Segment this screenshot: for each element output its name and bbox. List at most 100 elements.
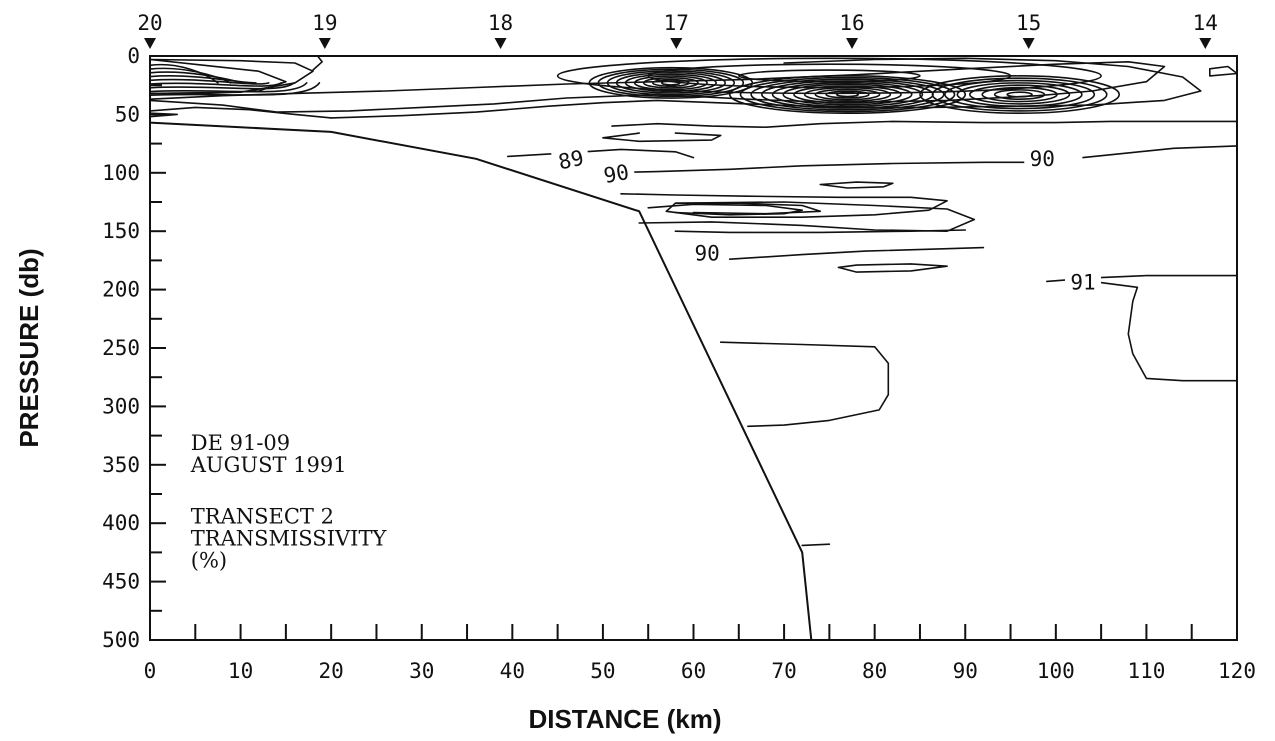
contour-line: [819, 181, 894, 189]
surface-contour-ring: [956, 82, 1083, 108]
y-tick-label: 350: [102, 453, 140, 477]
y-tick-label: 0: [127, 44, 140, 68]
contour-line: [638, 201, 976, 232]
x-tick-label: 40: [500, 659, 525, 683]
surface-contour-line: [611, 120, 1238, 128]
station-label: 17: [664, 11, 689, 35]
contour-line: [674, 229, 967, 234]
contour-line: [801, 543, 831, 547]
contour-label-90: 90: [694, 241, 719, 265]
y-tick-label: 500: [102, 628, 140, 652]
station-label: 16: [839, 11, 864, 35]
station-marker: [1022, 38, 1035, 49]
contour-label-bg: [689, 242, 726, 267]
annotation-line: TRANSECT 2: [191, 504, 334, 528]
station-marker: [846, 38, 859, 49]
annotation-line: DE 91-09: [191, 431, 290, 455]
contour-line: [620, 193, 948, 218]
surface-contour-ring: [556, 57, 1102, 95]
contour-label-bg: [1024, 147, 1061, 172]
x-tick-label: 20: [319, 659, 344, 683]
station-label: 15: [1016, 11, 1041, 35]
y-tick-label: 150: [102, 219, 140, 243]
contour-label-91: 91: [1070, 271, 1095, 295]
x-tick-label: 80: [862, 659, 887, 683]
surface-contour-ring: [737, 69, 921, 83]
surface-contour-line: [149, 63, 219, 84]
surface-contours: [149, 55, 1238, 143]
surface-contour-ring: [825, 90, 870, 99]
surface-contour-line: [149, 106, 332, 119]
contour-line: [837, 263, 948, 273]
surface-contour-ring: [642, 77, 699, 89]
x-tick-label: 50: [590, 659, 615, 683]
annotation-line: (%): [191, 549, 227, 573]
x-tick-label: 60: [681, 659, 706, 683]
station-label: 19: [312, 11, 337, 35]
surface-contour-line: [149, 61, 1166, 113]
station-label: 20: [137, 11, 162, 35]
contour-line-90: [602, 161, 1048, 174]
bottom-profile-line: [149, 121, 813, 641]
bottom-profile: [149, 121, 813, 641]
y-tick-label: 300: [102, 394, 140, 418]
contour-line: [719, 341, 890, 428]
surface-contour-ring: [750, 78, 945, 111]
station-marker: [144, 38, 156, 49]
x-tick-label: 110: [1127, 659, 1165, 683]
surface-contour-ring: [739, 76, 956, 113]
y-tick-label: 450: [102, 570, 140, 594]
surface-contour-ring: [647, 63, 1012, 89]
contour-labels: 89 90 90 90 91: [551, 145, 1102, 296]
surface-contour-ring: [919, 75, 1121, 115]
contour-label-bg: [1065, 271, 1102, 296]
surface-contour-line: [149, 58, 314, 95]
contour-line-90: [728, 246, 985, 260]
x-tick-label: 30: [409, 659, 434, 683]
contour-label-90: 90: [602, 160, 631, 188]
surface-contour-ring: [793, 85, 902, 104]
x-tick-label: 90: [953, 659, 978, 683]
contour-line-91: [1091, 280, 1238, 382]
station-marker: [1199, 38, 1212, 49]
contour-line: [647, 203, 803, 216]
contour-label-bg: [596, 160, 637, 190]
surface-contour-line: [602, 132, 722, 143]
y-tick-label: 400: [102, 511, 140, 535]
station-marker: [318, 38, 331, 49]
surface-contour-ring: [931, 77, 1108, 112]
y-tick-label: 50: [115, 102, 140, 126]
y-tick-label: 250: [102, 336, 140, 360]
surface-contour-line: [149, 82, 295, 90]
y-tick-label: 200: [102, 278, 140, 302]
station-marker: [494, 38, 507, 49]
surface-contour-ring: [814, 88, 881, 101]
surface-contour-line: [149, 78, 270, 85]
surface-contour-line: [149, 75, 257, 84]
surface-contour-line: [330, 57, 1202, 119]
annotation-line: TRANSMISSIVITY: [191, 527, 388, 551]
y-axis-title: PRESSURE (db): [14, 248, 44, 447]
station-label: 18: [488, 11, 513, 35]
contour-lines: [507, 145, 1238, 547]
axes: 0 10 20 30 40 50 60 70 80 90 100 110 120 0 50 100 150 200…: [102, 44, 1256, 683]
station-marker: [670, 38, 683, 49]
surface-contour-line: [312, 55, 323, 71]
surface-contour-line: [149, 112, 178, 118]
plot-frame: [149, 55, 1238, 641]
x-tick-label: 0: [144, 659, 157, 683]
contour-label-89: 89: [556, 146, 586, 175]
surface-contour-ring: [968, 84, 1071, 105]
surface-contour-ring: [944, 79, 1096, 110]
x-tick-label: 100: [1037, 659, 1075, 683]
x-tick-label: 10: [228, 659, 253, 683]
contour-label-90: 90: [1030, 147, 1055, 171]
annotation-line: AUGUST 1991: [190, 453, 347, 477]
surface-contour-line: [1209, 65, 1238, 77]
surface-contour-ring: [782, 83, 913, 106]
y-tick-label: 100: [102, 161, 140, 185]
contour-line-90: [1082, 145, 1238, 159]
